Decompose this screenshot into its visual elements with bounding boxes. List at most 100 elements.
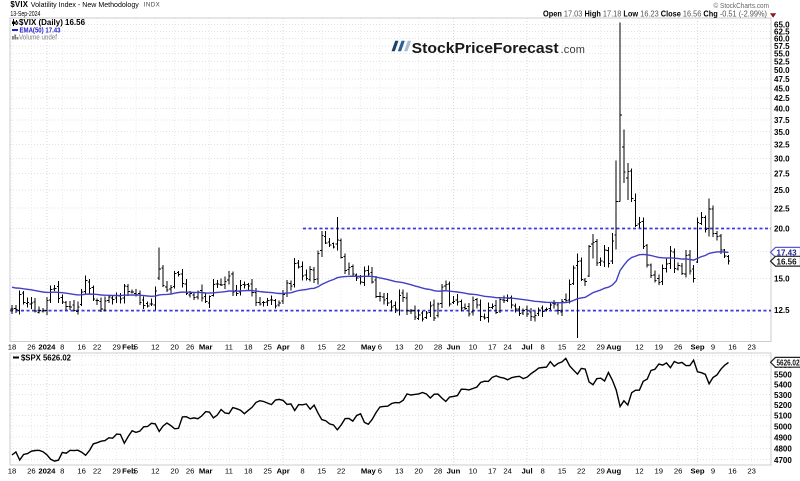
svg-text:29: 29 — [112, 466, 121, 475]
svg-text:27.5: 27.5 — [774, 170, 790, 179]
svg-text:26: 26 — [27, 466, 36, 475]
svg-text:15: 15 — [318, 342, 327, 351]
svg-text:12: 12 — [635, 342, 644, 351]
svg-text:19: 19 — [655, 466, 664, 475]
svg-text:12: 12 — [635, 466, 644, 475]
svg-text:23: 23 — [747, 466, 756, 475]
svg-text:12: 12 — [151, 342, 160, 351]
svg-text:12: 12 — [151, 466, 160, 475]
svg-text:8: 8 — [540, 466, 544, 475]
svg-text:$SPX 5626.02: $SPX 5626.02 — [21, 354, 72, 363]
svg-text:37.5: 37.5 — [774, 116, 790, 125]
svg-text:16: 16 — [728, 342, 737, 351]
svg-text:2024: 2024 — [38, 342, 56, 351]
svg-text:15: 15 — [558, 342, 567, 351]
svg-text:25.0: 25.0 — [774, 186, 790, 195]
svg-text:13: 13 — [395, 342, 404, 351]
svg-text:60.0: 60.0 — [774, 35, 790, 44]
svg-text:20: 20 — [170, 466, 179, 475]
svg-text:9: 9 — [711, 466, 715, 475]
svg-text:47.5: 47.5 — [774, 75, 790, 84]
svg-text:16: 16 — [728, 466, 737, 475]
svg-text:16: 16 — [77, 466, 86, 475]
svg-text:10: 10 — [469, 342, 478, 351]
svg-text:22: 22 — [93, 466, 102, 475]
svg-text:19: 19 — [655, 342, 664, 351]
svg-text:32.5: 32.5 — [774, 141, 790, 150]
svg-text:12.5: 12.5 — [774, 306, 790, 315]
svg-text:Aug: Aug — [606, 466, 621, 475]
svg-text:30.0: 30.0 — [774, 155, 790, 164]
svg-text:4700: 4700 — [774, 456, 792, 465]
svg-text:16.56: 16.56 — [777, 257, 798, 266]
svg-text:26: 26 — [674, 466, 683, 475]
svg-text:23: 23 — [747, 342, 756, 351]
svg-text:Jun: Jun — [447, 466, 461, 475]
svg-text:20.0: 20.0 — [774, 225, 790, 234]
svg-text:5300: 5300 — [774, 391, 792, 400]
svg-text:25: 25 — [263, 342, 272, 351]
svg-text:28: 28 — [434, 466, 443, 475]
svg-text:5500: 5500 — [774, 371, 792, 380]
svg-text:Mar: Mar — [199, 342, 213, 351]
svg-text:22: 22 — [337, 466, 346, 475]
svg-text:5: 5 — [134, 342, 138, 351]
svg-text:Open 17.03 High 17.18 Low 16.2: Open 17.03 High 17.18 Low 16.23 Close 16… — [543, 10, 767, 19]
svg-text:13-Sep-2024: 13-Sep-2024 — [10, 9, 40, 18]
svg-text:8: 8 — [60, 342, 64, 351]
svg-text:25: 25 — [263, 466, 272, 475]
svg-text:Volume undef: Volume undef — [19, 33, 57, 42]
svg-text:May: May — [361, 466, 377, 475]
svg-text:.com: .com — [561, 44, 586, 56]
svg-text:Apr: Apr — [276, 342, 289, 351]
svg-text:4800: 4800 — [774, 444, 792, 453]
svg-text:8: 8 — [540, 342, 544, 351]
svg-text:8: 8 — [300, 466, 304, 475]
svg-text:$VIX: $VIX — [10, 0, 28, 9]
svg-text:45.0: 45.0 — [774, 84, 790, 93]
svg-text:5100: 5100 — [774, 412, 792, 421]
svg-text:18: 18 — [244, 342, 253, 351]
svg-text:22: 22 — [577, 342, 586, 351]
svg-text:8: 8 — [60, 466, 64, 475]
svg-text:5000: 5000 — [774, 422, 792, 431]
svg-text:22: 22 — [337, 342, 346, 351]
svg-text:24: 24 — [503, 466, 512, 475]
svg-text:57.5: 57.5 — [774, 42, 790, 51]
svg-text:Sep: Sep — [690, 466, 704, 475]
svg-text:Jul: Jul — [522, 342, 533, 351]
svg-text:40.0: 40.0 — [774, 105, 790, 114]
svg-text:28: 28 — [434, 342, 443, 351]
svg-text:5400: 5400 — [774, 381, 792, 390]
svg-text:17: 17 — [488, 466, 497, 475]
svg-text:55.0: 55.0 — [774, 50, 790, 59]
svg-text:4900: 4900 — [774, 433, 792, 442]
svg-text:42.5: 42.5 — [774, 94, 790, 103]
svg-text:29: 29 — [596, 342, 605, 351]
svg-text:2024: 2024 — [38, 466, 56, 475]
svg-text:Mar: Mar — [199, 466, 213, 475]
svg-text:5: 5 — [134, 466, 138, 475]
svg-text:May: May — [361, 342, 377, 351]
svg-text:16: 16 — [77, 342, 86, 351]
svg-text:35.0: 35.0 — [774, 128, 790, 137]
svg-text:Jun: Jun — [447, 342, 461, 351]
svg-text:24: 24 — [503, 342, 512, 351]
svg-text:22: 22 — [93, 342, 102, 351]
svg-text:8: 8 — [300, 342, 304, 351]
svg-text:26: 26 — [674, 342, 683, 351]
svg-text:9: 9 — [711, 342, 715, 351]
svg-text:29: 29 — [112, 342, 121, 351]
svg-text:62.5: 62.5 — [774, 28, 790, 37]
svg-text:26: 26 — [186, 466, 195, 475]
svg-text:20: 20 — [170, 342, 179, 351]
svg-text:Jul: Jul — [522, 466, 533, 475]
svg-text:26: 26 — [186, 342, 195, 351]
svg-text:© StockCharts.com: © StockCharts.com — [714, 1, 770, 10]
svg-text:Feb: Feb — [122, 342, 136, 351]
svg-text:Sep: Sep — [690, 342, 704, 351]
svg-text:52.5: 52.5 — [774, 58, 790, 67]
svg-text:13: 13 — [395, 466, 404, 475]
svg-text:50.0: 50.0 — [774, 66, 790, 75]
svg-text:10: 10 — [469, 466, 478, 475]
